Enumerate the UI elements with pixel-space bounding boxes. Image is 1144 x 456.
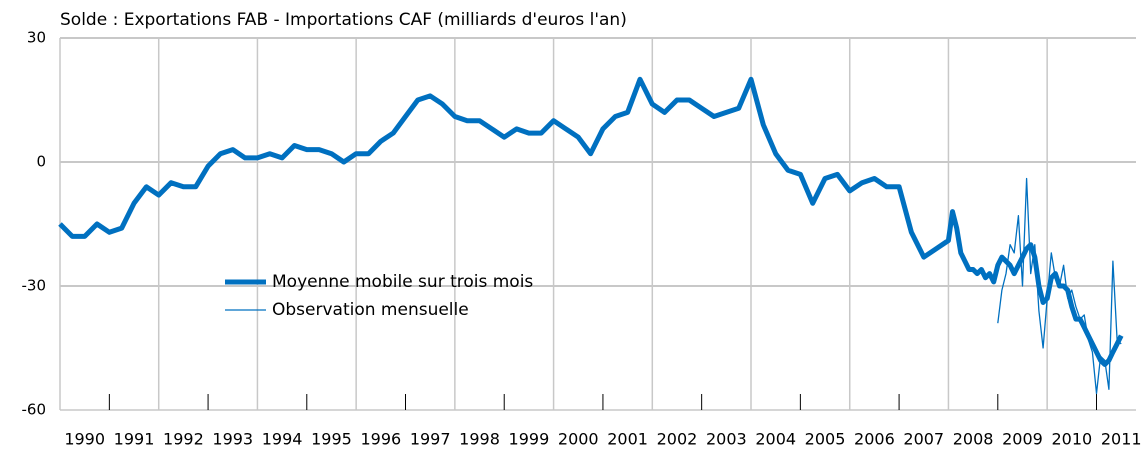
x-tick-label: 1999: [509, 430, 550, 449]
x-tick-label: 1997: [410, 430, 451, 449]
x-tick-label: 1996: [360, 430, 401, 449]
chart-title: Solde : Exportations FAB - Importations …: [60, 10, 627, 30]
x-tick-label: 1991: [114, 430, 155, 449]
x-tick-label: 1990: [64, 430, 105, 449]
legend-label: Moyenne mobile sur trois mois: [272, 272, 533, 292]
x-tick-label: 2008: [953, 430, 994, 449]
x-tick-label: 1992: [163, 430, 204, 449]
series-line: [58, 76, 1124, 367]
y-tick-label: -30: [22, 277, 47, 295]
x-tick-label: 2005: [805, 430, 846, 449]
y-tick-label: 30: [27, 29, 46, 47]
x-tick-label: 1998: [459, 430, 500, 449]
y-tick-label: -60: [22, 401, 47, 419]
x-tick-label: 2011: [1101, 430, 1142, 449]
x-tick-label: 1994: [262, 430, 303, 449]
x-tick-label: 2009: [1002, 430, 1043, 449]
x-tick-label: 2006: [854, 430, 895, 449]
x-tick-label: 1993: [212, 430, 253, 449]
x-tick-label: 2007: [903, 430, 944, 449]
x-tick-label: 2003: [706, 430, 747, 449]
x-tick-label: 2001: [607, 430, 648, 449]
x-tick-label: 2000: [558, 430, 599, 449]
x-tick-label: 1995: [311, 430, 352, 449]
y-tick-label: 0: [36, 153, 46, 171]
x-tick-label: 2004: [755, 430, 796, 449]
legend-label: Observation mensuelle: [272, 300, 469, 320]
x-tick-label: 2010: [1051, 430, 1092, 449]
x-tick-label: 2002: [657, 430, 698, 449]
